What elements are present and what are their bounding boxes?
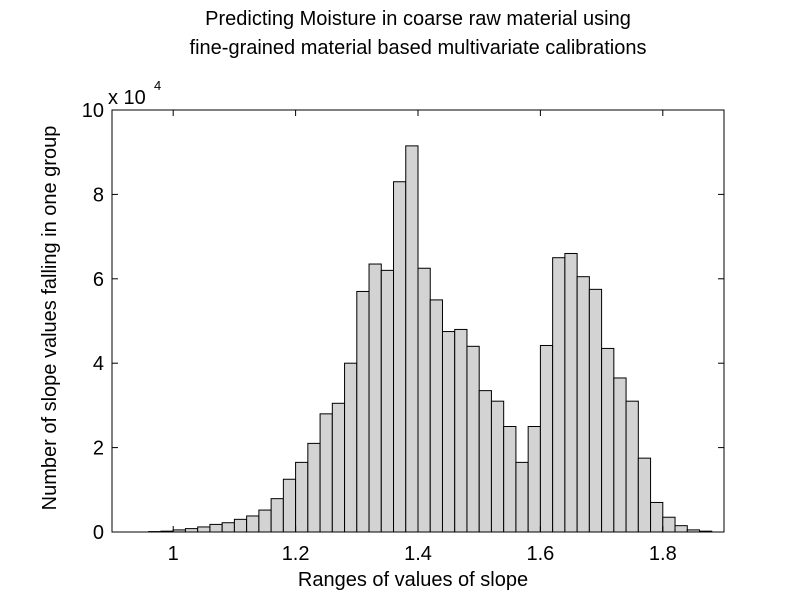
histogram-bar (295, 461, 309, 533)
histogram-bar (417, 267, 431, 533)
y-tick-label: 0 (93, 522, 104, 544)
histogram-bar (454, 328, 468, 533)
histogram-bar (539, 344, 554, 533)
histogram-bar (625, 400, 639, 533)
histogram-bar (650, 501, 664, 533)
y-tick-label: 10 (82, 100, 104, 122)
histogram-bar (503, 426, 517, 533)
histogram-bar (356, 290, 370, 533)
histogram-bar (282, 478, 297, 533)
histogram-bar (258, 509, 272, 533)
y-tick-label: 4 (93, 353, 104, 375)
bars-group (148, 145, 713, 533)
x-tick-label: 1 (168, 543, 179, 565)
histogram-bar (564, 252, 578, 533)
histogram-bar (246, 515, 260, 533)
x-axis-ticks: 1 1.2 1.4 1.6 1.8 (168, 110, 677, 565)
histogram-bar (197, 526, 211, 533)
histogram-bar (209, 523, 223, 533)
histogram-bar (527, 426, 541, 533)
histogram-bar (601, 347, 615, 533)
chart-title: Predicting Moisture in coarse raw materi… (205, 8, 631, 30)
histogram-bar (576, 276, 590, 533)
histogram-bar (588, 288, 603, 533)
y-tick-label: 6 (93, 269, 104, 291)
histogram-bar (270, 498, 284, 533)
histogram-bar (515, 461, 529, 533)
histogram-bar (319, 413, 333, 533)
histogram-bar (637, 457, 652, 533)
y-multiplier-exponent: 4 (154, 78, 161, 93)
y-tick-label: 8 (93, 184, 104, 206)
histogram-bar (441, 331, 456, 533)
histogram-bar (490, 400, 505, 533)
histogram-bar (380, 269, 395, 533)
histogram-bar (478, 390, 492, 533)
x-tick-label: 1.6 (526, 543, 554, 565)
y-axis-label: Number of slope values falling in one gr… (39, 126, 61, 511)
histogram-bar (552, 257, 566, 533)
histogram-bar (307, 442, 321, 533)
histogram-bar (368, 263, 382, 533)
histogram-bar (393, 181, 407, 533)
histogram-bar (331, 402, 346, 533)
histogram-bar (184, 528, 199, 533)
histogram-bar (429, 299, 443, 533)
x-axis-label: Ranges of values of slope (298, 569, 528, 591)
y-multiplier-base: x 10 (108, 87, 146, 109)
y-tick-label: 2 (93, 438, 104, 460)
histogram-bar (466, 345, 480, 533)
histogram-bar (344, 362, 358, 533)
histogram-bar (613, 377, 627, 533)
x-tick-label: 1.2 (282, 543, 310, 565)
y-axis-ticks: 0 2 4 6 8 10 (82, 100, 724, 544)
chart-subtitle: fine-grained material based multivariate… (190, 37, 647, 59)
histogram-bar (674, 525, 688, 533)
histogram-bar (662, 516, 676, 533)
x-tick-label: 1.4 (404, 543, 432, 565)
histogram-bar (405, 145, 419, 533)
x-tick-label: 1.8 (649, 543, 677, 565)
histogram-bar (221, 522, 235, 533)
histogram-bar (233, 518, 248, 533)
